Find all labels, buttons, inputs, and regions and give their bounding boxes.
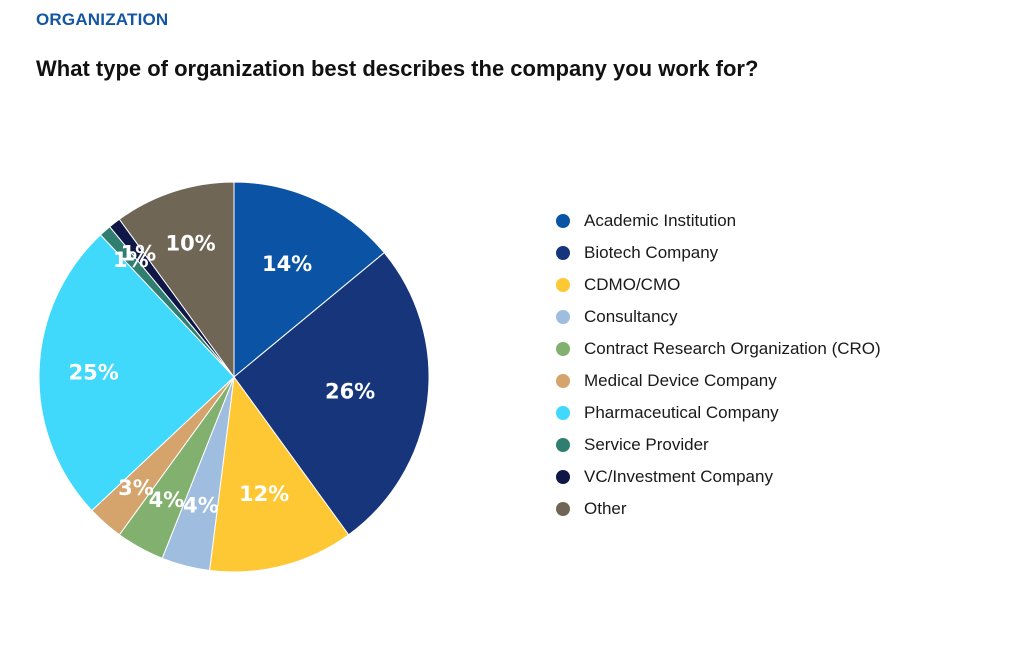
legend-label: Consultancy xyxy=(584,307,678,326)
slice-data-label: 4% xyxy=(183,493,219,517)
legend-label: Medical Device Company xyxy=(584,371,777,390)
pie-slice-labels: 14%26%12%4%4%3%25%1%1% 10% xyxy=(69,232,376,518)
legend-label: Biotech Company xyxy=(584,243,719,262)
legend-item: VC/Investment Company xyxy=(556,461,881,493)
slice-data-label: 12% xyxy=(239,482,289,506)
legend-item: Consultancy xyxy=(556,301,881,333)
legend-item: Other xyxy=(556,493,881,525)
slice-data-label: 25% xyxy=(69,361,119,385)
pie-slice-pharmaceutical-company xyxy=(38,234,235,512)
pie-slice-cdmo-cmo xyxy=(209,375,350,573)
legend-item: Academic Institution xyxy=(556,205,881,237)
legend-swatch xyxy=(556,214,570,228)
slice-data-label: 10% xyxy=(165,232,215,256)
legend-item: Pharmaceutical Company xyxy=(556,397,881,429)
legend-item: Contract Research Organization (CRO) xyxy=(556,333,881,365)
legend-swatch xyxy=(556,470,570,484)
legend-item: Service Provider xyxy=(556,429,881,461)
legend-swatch xyxy=(556,342,570,356)
legend-swatch xyxy=(556,310,570,324)
pie-slice-academic-institution xyxy=(233,181,385,379)
legend-label: Other xyxy=(584,499,627,518)
legend-swatch xyxy=(556,438,570,452)
section-label: ORGANIZATION xyxy=(36,10,169,29)
legend-label: Academic Institution xyxy=(584,211,737,230)
legend-label: Service Provider xyxy=(584,435,709,454)
pie-slice-biotech-company xyxy=(233,251,430,536)
slice-data-label: 3% xyxy=(118,476,154,500)
legend-label: Pharmaceutical Company xyxy=(584,403,779,422)
legend-item: CDMO/CMO xyxy=(556,269,881,301)
slice-data-label: 26% xyxy=(325,380,375,404)
legend-swatch xyxy=(556,278,570,292)
slice-data-label: 4% xyxy=(149,488,185,512)
legend-swatch xyxy=(556,406,570,420)
legend-swatch xyxy=(556,246,570,260)
pie-slice-other xyxy=(118,181,235,379)
slice-data-label: 1% xyxy=(113,248,149,272)
pie-slices xyxy=(38,181,430,573)
legend-label: CDMO/CMO xyxy=(584,275,681,294)
legend-item: Medical Device Company xyxy=(556,365,881,397)
legend-swatch xyxy=(556,502,570,516)
legend-swatch xyxy=(556,374,570,388)
legend-label: Contract Research Organization (CRO) xyxy=(584,339,881,358)
slice-data-label: 14% xyxy=(262,252,312,276)
question-title: What type of organization best describes… xyxy=(36,56,759,81)
chart-legend: Academic Institution Biotech Company CDMO/… xyxy=(556,205,881,525)
slice-data-label: 1% xyxy=(121,242,157,266)
legend-item: Biotech Company xyxy=(556,237,881,269)
legend-label: VC/Investment Company xyxy=(584,467,773,486)
